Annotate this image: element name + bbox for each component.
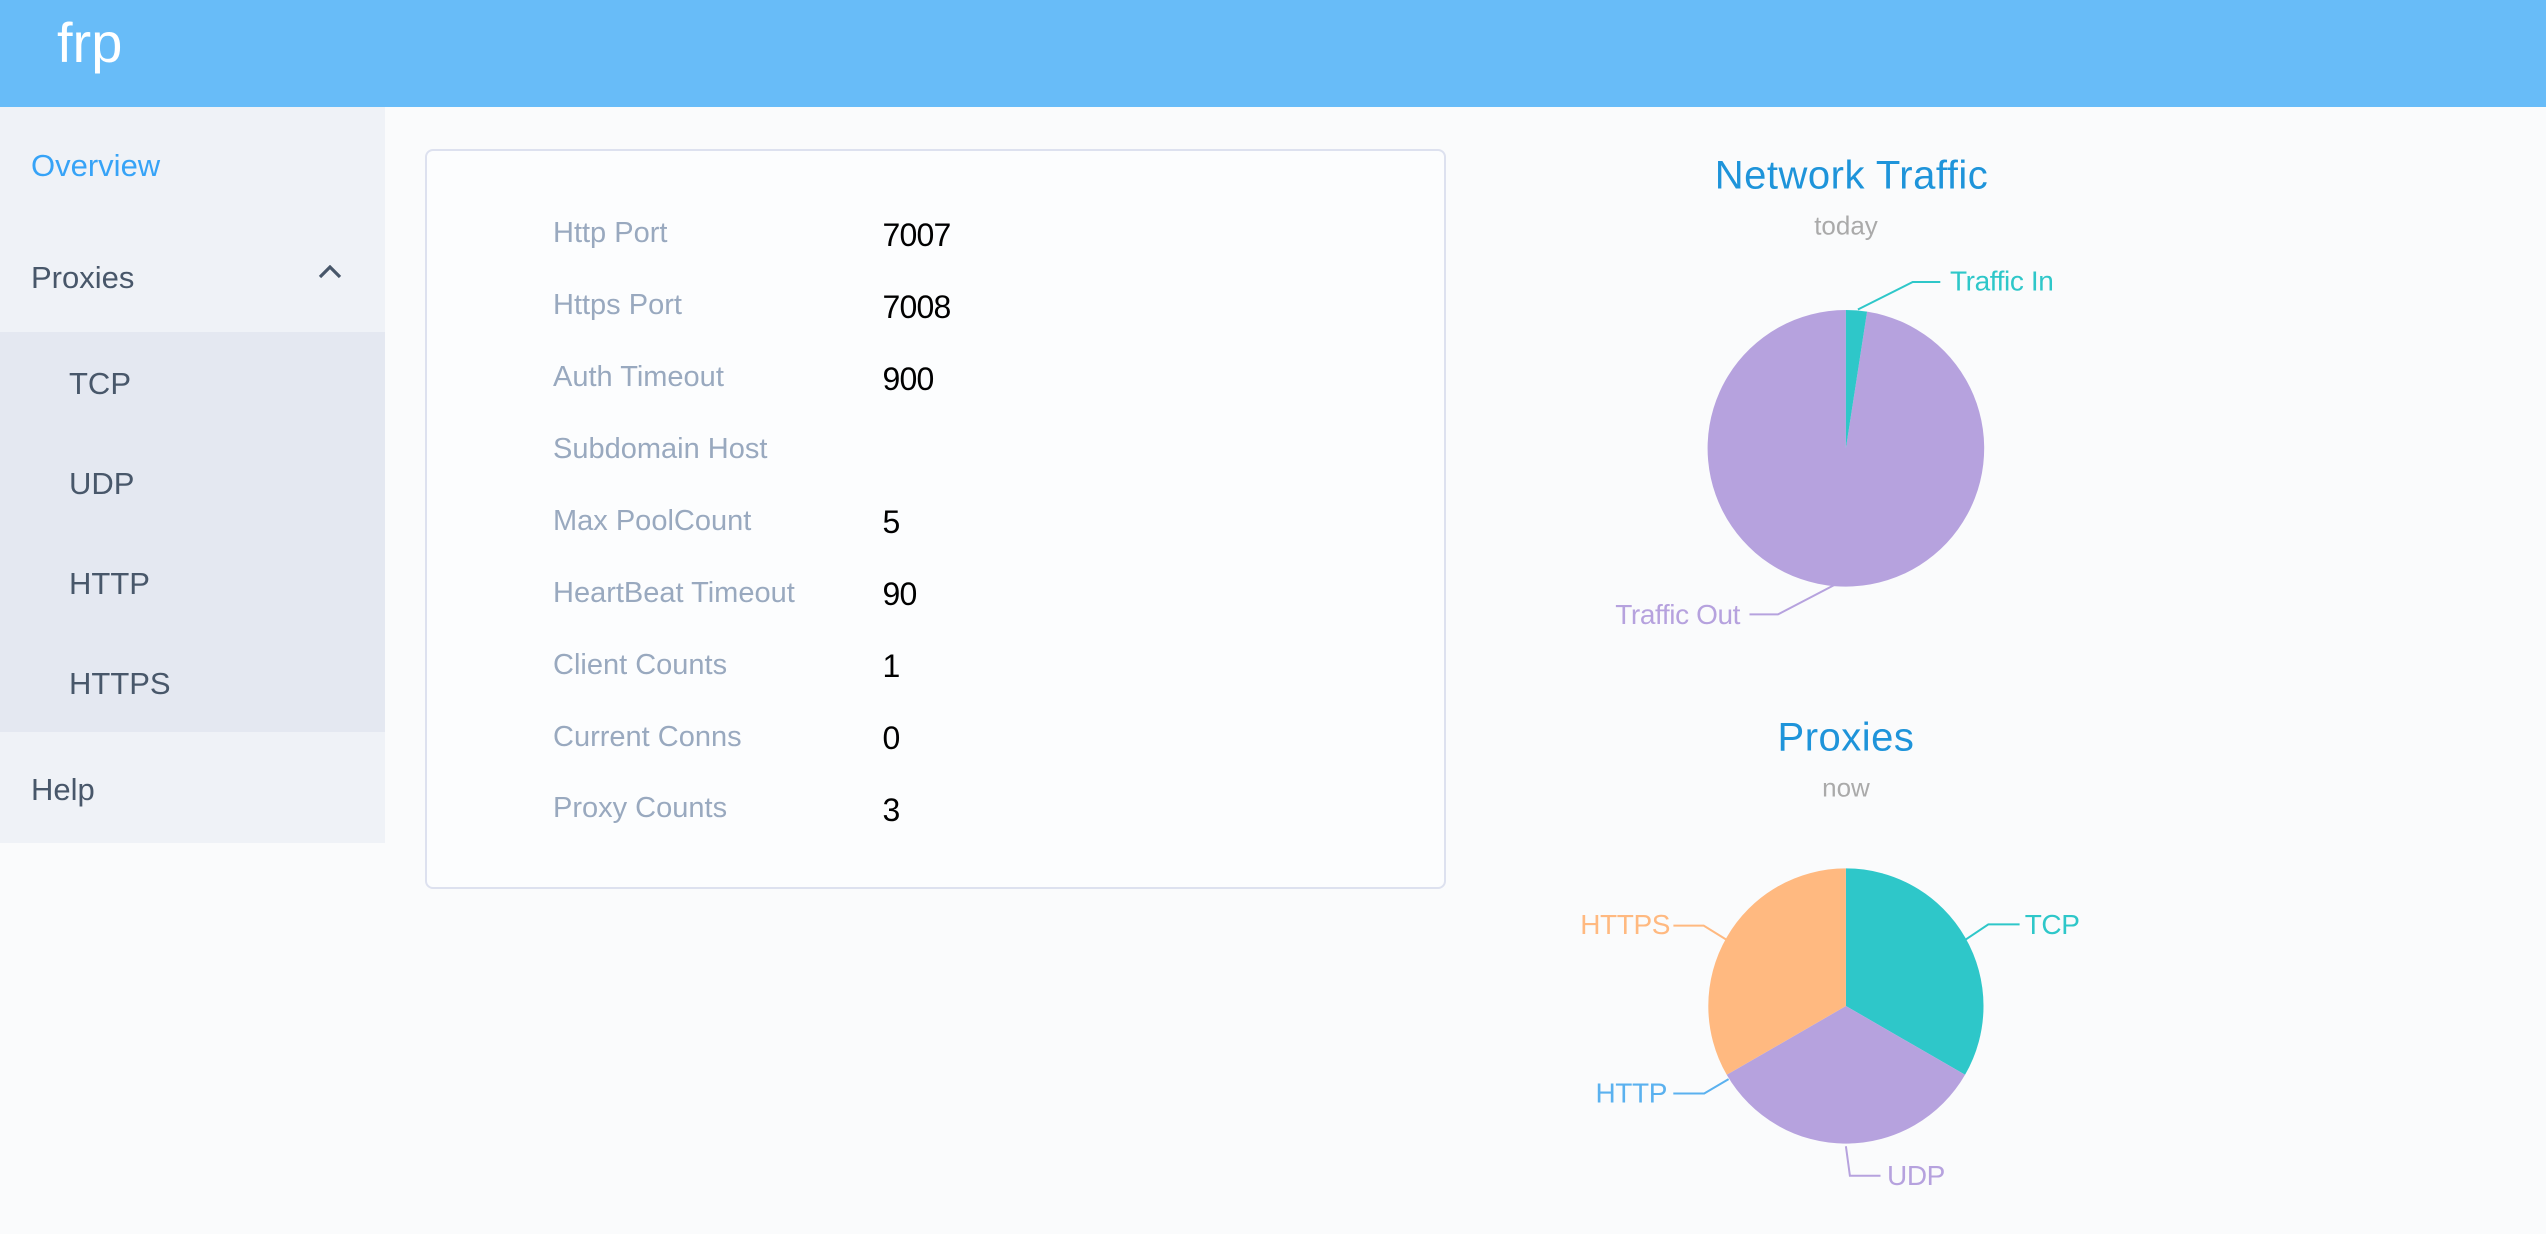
svg-text:Proxies: Proxies [1778,716,1915,760]
svg-text:Traffic In: Traffic In [1950,265,2053,296]
svg-text:Network Traffic: Network Traffic [1715,154,1989,198]
svg-text:now: now [1822,773,1870,803]
svg-text:today: today [1814,211,1878,241]
svg-text:HTTP: HTTP [1595,1077,1667,1108]
svg-text:Traffic Out: Traffic Out [1615,599,1740,630]
svg-text:TCP: TCP [2025,909,2080,940]
svg-text:UDP: UDP [1887,1160,1945,1191]
svg-text:HTTPS: HTTPS [1580,909,1670,940]
